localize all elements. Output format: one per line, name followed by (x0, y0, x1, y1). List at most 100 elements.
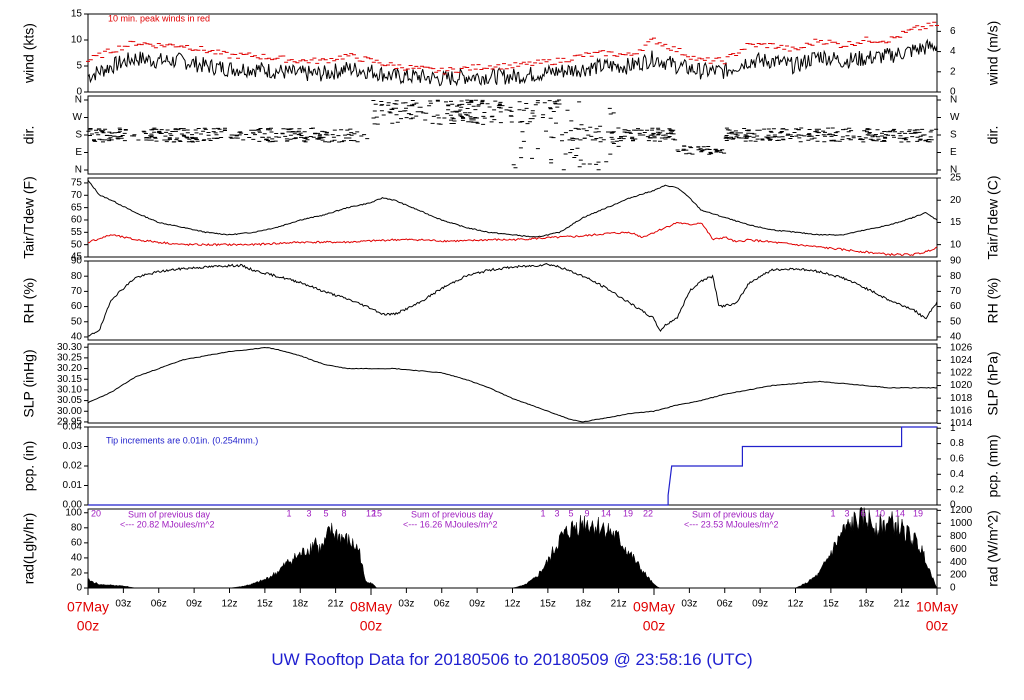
temp-left-tick-label: 70 (71, 190, 83, 201)
x-axis-day-label: 07May (67, 599, 109, 615)
temp-left-tick-label: 45 (71, 252, 83, 263)
rh-panel-frame (87, 260, 938, 341)
rad-left-tick-label: 60 (71, 537, 83, 548)
radiation-hour-mark: 12 (366, 508, 376, 518)
rad-left-tick-label: 80 (71, 522, 83, 533)
radiation-daily-sum-label: Sum of previous day (692, 509, 775, 519)
x-axis-hour-label: 15z (257, 599, 273, 610)
x-axis-hour-label: 12z (504, 599, 520, 610)
wind-direction-marks (86, 99, 939, 171)
x-axis-hour-label: 03z (398, 599, 414, 610)
slp-left-tick-label: 30.30 (57, 342, 82, 353)
solar-radiation-area (87, 506, 938, 589)
pcp-left-tick-label: 0.01 (63, 480, 83, 491)
x-axis-hour-label: 12z (221, 599, 237, 610)
pcp-right-tick-label: 0.2 (950, 484, 964, 495)
radiation-hour-mark: 5 (323, 508, 328, 518)
dir-right-tick-label: E (950, 147, 957, 158)
x-axis-hour-label: 18z (292, 599, 308, 610)
slp-right-tick-label: 1026 (950, 342, 973, 353)
radiation-daily-sum-value: <--- 23.53 MJoules/m^2 (684, 519, 779, 529)
x-axis-hour-label: 15z (823, 599, 839, 610)
rh-left-tick-label: 50 (71, 316, 83, 327)
rh-left-axis-label: RH (%) (21, 278, 37, 324)
radiation-hour-mark: 3 (306, 508, 311, 518)
dir-right-tick-label: S (950, 130, 957, 141)
rad-right-axis-label: rad (W/m^2) (985, 510, 1001, 587)
dir-left-axis-label: dir. (21, 126, 37, 145)
rh-right-tick-label: 80 (950, 271, 962, 282)
rad-right-tick-label: 400 (950, 557, 967, 568)
radiation-hour-mark: 8 (341, 508, 346, 518)
rh-left-tick-label: 40 (71, 332, 83, 343)
temp-panel-frame (87, 177, 938, 258)
x-axis-day-hour-label: 00z (77, 618, 100, 634)
radiation-daily-sum-value: <--- 20.82 MJoules/m^2 (120, 519, 215, 529)
slp-left-tick-label: 30.10 (57, 385, 82, 396)
slp-right-tick-label: 1020 (950, 380, 973, 391)
dir-left-tick-label: S (75, 130, 82, 141)
slp-right-tick-label: 1014 (950, 418, 973, 429)
rh-left-tick-label: 90 (71, 256, 83, 267)
wind-right-tick-label: 4 (950, 46, 956, 57)
x-axis-day-hour-label: 00z (926, 618, 949, 634)
relative-humidity-line (87, 263, 938, 337)
radiation-hour-mark: 1 (540, 508, 545, 518)
temp-right-axis-label: Tair/Tdew (C) (985, 175, 1001, 259)
x-axis-hour-label: 15z (540, 599, 556, 610)
wind-left-tick-label: 10 (71, 35, 83, 46)
rad-left-tick-label: 0 (76, 583, 82, 594)
slp-panel-frame (87, 343, 938, 424)
wind-right-tick-label: 0 (950, 87, 956, 98)
x-axis-day-hour-label: 00z (643, 618, 666, 634)
x-axis-hour-label: 06z (434, 599, 450, 610)
x-axis-day-hour-label: 00z (360, 618, 383, 634)
radiation-daily-sum-label: Sum of previous day (411, 509, 494, 519)
x-axis-hour-label: 21z (611, 599, 627, 610)
pcp-right-tick-label: 0.8 (950, 438, 964, 449)
rad-panel-frame (87, 508, 938, 589)
air-temperature-line (87, 179, 938, 238)
x-axis-day-label: 09May (633, 599, 675, 615)
dewpoint-line (88, 221, 938, 257)
pcp-left-tick-label: 0.04 (63, 422, 83, 433)
rad-right-tick-label: 600 (950, 544, 967, 555)
radiation-hour-mark: 3 (844, 508, 849, 518)
temp-right-tick-label: 10 (950, 239, 962, 250)
x-axis-hour-label: 03z (681, 599, 697, 610)
pcp-left-tick-label: 0.02 (63, 461, 83, 472)
x-axis-hour-label: 06z (717, 599, 733, 610)
dir-left-tick-label: W (73, 112, 83, 123)
temp-left-tick-label: 60 (71, 215, 83, 226)
wind-right-tick-label: 2 (950, 66, 956, 77)
dir-left-tick-label: N (75, 165, 82, 176)
slp-left-tick-label: 30.15 (57, 374, 82, 385)
radiation-hour-mark: 20 (91, 508, 101, 518)
x-axis-hour-label: 09z (752, 599, 768, 610)
rad-right-tick-label: 200 (950, 570, 967, 581)
temp-right-tick-label: 20 (950, 195, 962, 206)
rad-right-tick-label: 1200 (950, 505, 973, 516)
rh-right-tick-label: 90 (950, 256, 962, 267)
x-axis-day-label: 10May (916, 599, 958, 615)
wind-left-tick-label: 15 (71, 9, 83, 20)
wind-left-tick-label: 5 (76, 61, 82, 72)
x-axis-day-label: 08May (350, 599, 392, 615)
wind-panel-frame (87, 13, 938, 93)
slp-right-tick-label: 1022 (950, 368, 973, 379)
wind-right-tick-label: 6 (950, 26, 956, 37)
pcp-right-tick-label: 0.4 (950, 469, 964, 480)
slp-right-tick-label: 1016 (950, 405, 973, 416)
slp-left-tick-label: 30.25 (57, 353, 82, 364)
radiation-hour-mark: 19 (913, 508, 923, 518)
radiation-hour-mark: 22 (643, 508, 653, 518)
rad-left-tick-label: 100 (65, 507, 82, 518)
wind-speed-line (87, 38, 938, 87)
rad-right-tick-label: 0 (950, 583, 956, 594)
dir-right-tick-label: N (950, 165, 957, 176)
x-axis-hour-label: 09z (186, 599, 202, 610)
rh-left-tick-label: 70 (71, 286, 83, 297)
rh-right-tick-label: 60 (950, 301, 962, 312)
slp-left-tick-label: 30.00 (57, 406, 82, 417)
